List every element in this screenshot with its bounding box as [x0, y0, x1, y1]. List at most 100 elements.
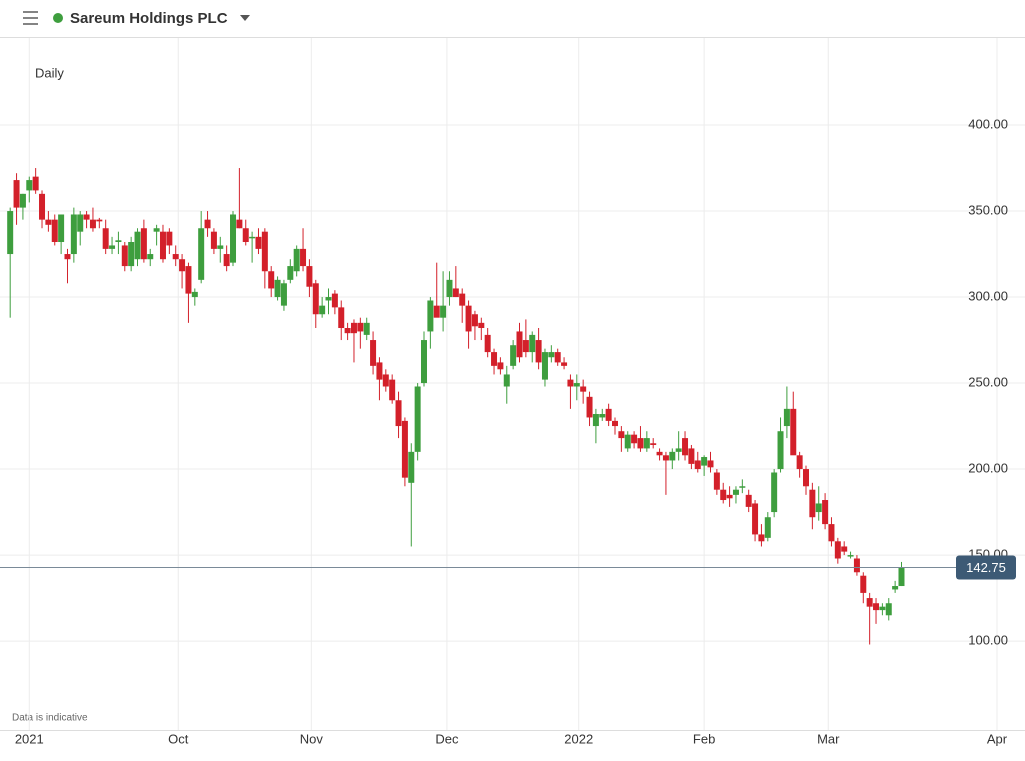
y-tick-label: 100.00 [968, 633, 1008, 648]
x-tick-label: Oct [168, 731, 189, 746]
candle-body [261, 231, 268, 272]
candle-body [491, 352, 498, 366]
menu-icon[interactable] [23, 11, 38, 25]
candle-body [529, 334, 536, 353]
candle-body [287, 266, 294, 280]
candle-body [567, 379, 574, 387]
candle-body [592, 414, 599, 427]
candle-body [478, 322, 485, 329]
candle-body [796, 455, 803, 470]
candle-body [834, 541, 841, 559]
candle-body [885, 603, 892, 616]
candle-body [879, 606, 886, 611]
candle-body [713, 472, 720, 490]
candle-body [790, 408, 797, 456]
candle-body [732, 489, 739, 495]
candle-body [758, 534, 765, 542]
candle-body [58, 214, 65, 243]
candle-body [739, 486, 746, 488]
candle-body [51, 219, 58, 243]
candle-body [452, 288, 459, 298]
candle-body [255, 236, 262, 249]
y-tick-label: 250.00 [968, 374, 1008, 389]
footnote: Data is indicative [12, 713, 88, 724]
candle-body [624, 434, 631, 449]
candle-body [89, 219, 96, 229]
instrument-name[interactable]: Sareum Holdings PLC [70, 10, 228, 27]
candle-body [440, 305, 447, 318]
candle-body [516, 331, 523, 358]
candle-body [210, 231, 217, 249]
candle-body [682, 438, 689, 456]
candle-body [236, 219, 243, 229]
candle-body [96, 219, 103, 222]
candle-body [115, 240, 122, 243]
candle-body [357, 322, 364, 332]
candle-body [656, 451, 663, 456]
x-tick-label: Feb [693, 731, 715, 746]
candle-body [179, 259, 186, 272]
candle-body [376, 362, 383, 380]
dropdown-caret[interactable] [240, 15, 250, 21]
x-tick-label: Apr [987, 731, 1008, 746]
candle-body [223, 254, 230, 267]
candle-body [293, 248, 300, 272]
y-tick-label: 200.00 [968, 460, 1008, 475]
candle-body [77, 214, 84, 232]
candle-body [535, 340, 542, 363]
y-tick-label: 350.00 [968, 202, 1008, 217]
candle-body [764, 517, 771, 538]
candle-body [421, 340, 428, 384]
candle-body [561, 362, 568, 366]
candle-body [471, 314, 478, 327]
x-tick-label: 2022 [564, 731, 593, 746]
candle-body [204, 219, 211, 229]
candle-body [650, 443, 657, 445]
candle-body [503, 374, 510, 387]
candle-body [853, 558, 860, 573]
candle-body [599, 414, 606, 418]
candle-body [217, 245, 224, 249]
candle-body [631, 434, 638, 444]
y-tick-label: 300.00 [968, 288, 1008, 303]
candle-body [274, 279, 281, 298]
candle-body [427, 300, 434, 332]
candle-body [726, 494, 733, 499]
candle-body [344, 328, 351, 334]
candle-body [13, 180, 20, 208]
candle-body [121, 245, 128, 267]
candle-body [140, 228, 147, 260]
x-tick-label: Mar [817, 731, 840, 746]
toolbar [0, 0, 1025, 38]
candle-body [554, 352, 561, 363]
candle-body [408, 451, 415, 483]
candle-body [783, 408, 790, 427]
candle-body [822, 500, 829, 525]
candle-body [484, 334, 491, 353]
candle-body [573, 383, 580, 387]
candle-body [612, 420, 618, 427]
x-tick-label: Dec [435, 731, 459, 746]
candle-body [580, 386, 587, 392]
candle-body [618, 431, 625, 439]
candle-body [312, 283, 319, 315]
candle-body [694, 460, 701, 470]
candle-body [102, 228, 109, 249]
candle-body [866, 598, 873, 607]
candle-body [153, 228, 160, 232]
candle-body [338, 307, 345, 329]
candle-body [306, 266, 313, 287]
candle-body [45, 219, 52, 225]
candle-body [64, 254, 71, 260]
candle-body [548, 352, 555, 358]
candle-body [382, 374, 389, 387]
status-dot [53, 13, 63, 23]
candle-body [841, 546, 848, 552]
candle-body [873, 603, 880, 611]
candle-body [860, 575, 867, 593]
candle-body [70, 214, 77, 255]
candle-body [777, 431, 784, 470]
candle-body [433, 305, 440, 318]
